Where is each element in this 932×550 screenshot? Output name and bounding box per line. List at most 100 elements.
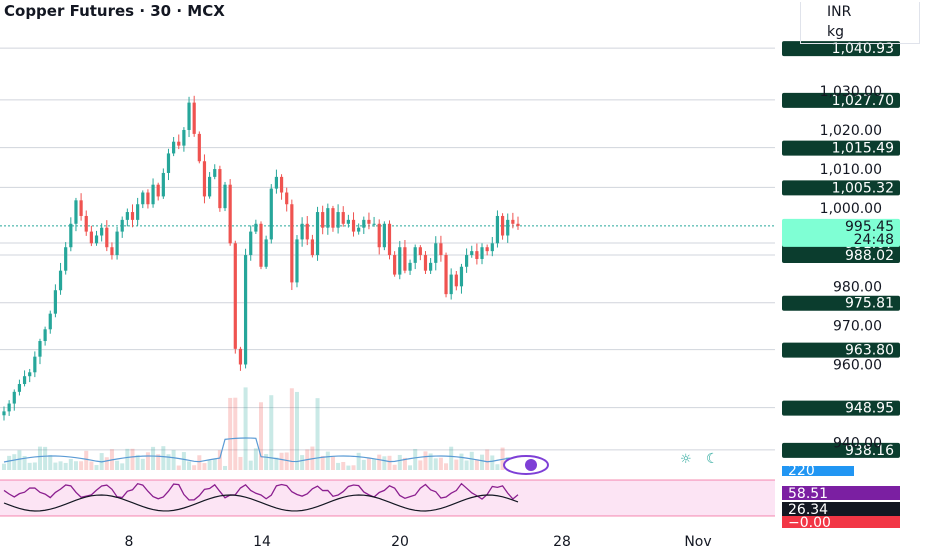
volume-bar [459,453,464,470]
candle-body [274,176,279,189]
price-axis[interactable]: 1,040.931,027.701,015.491,005.32991.0798… [503,41,900,531]
candle-body [130,212,135,220]
volume-bar [43,446,48,470]
candle-body [156,184,160,197]
volume-bar [366,458,371,470]
candle-body [511,219,515,224]
level-tag [782,295,900,311]
level-tag-label: 1,027.70 [832,93,894,109]
volume-bar [2,463,6,470]
candle-body [48,313,52,330]
volume-bar [351,465,356,470]
volume-bar [238,456,243,470]
candle-body [279,176,284,193]
level-tag-label: 938.16 [845,443,894,459]
candle-body [53,290,57,314]
volume-bar [63,462,68,470]
candle-body [454,274,458,287]
volume-bar [181,452,186,470]
volume-bar [382,456,387,470]
candle-body [470,251,474,256]
currency-unit-box[interactable]: INR kg [800,2,920,44]
candle-body [449,274,453,295]
volume-bar [300,455,305,470]
volume-bar [454,459,459,470]
candle-body [125,212,129,220]
volume-bar [320,455,325,470]
volume-bar [418,460,423,470]
moon-icon: ☾ [706,451,719,467]
time-tick-label: 28 [553,534,571,550]
candle-body [249,231,253,256]
candle-body [444,255,448,295]
candle-body [38,341,42,357]
candle-body [243,255,248,365]
volume-bar [73,461,78,470]
candle-body [233,243,237,349]
volume-bar [27,462,32,470]
volume-bar [372,459,377,470]
level-tag [782,342,900,358]
volume-bar [192,465,197,470]
volume-bar [207,460,212,470]
level-tag-label: 963.80 [845,343,894,359]
volume-bar [438,457,443,470]
candle-body [295,239,299,283]
level-tag [782,442,900,458]
volume-bar [336,462,341,470]
time-axis[interactable]: 8 14 20 28 Nov [125,534,712,550]
candle-body [115,231,119,256]
level-tag [782,41,900,57]
volume-bar [197,455,202,470]
volume-bar [269,395,274,470]
candle-body [310,239,314,256]
candle-body [480,247,484,259]
candle-body [177,141,181,146]
level-tag [782,247,900,263]
signal-tag-label: 26.34 [788,502,828,518]
level-tag [782,92,900,108]
level-lines [0,47,775,451]
arrow-icon [525,459,537,471]
volume-bar [79,461,84,470]
scroll-to-realtime-button[interactable] [503,455,549,475]
candle-body [218,169,222,209]
candle-body [64,247,68,271]
candle-body [89,231,93,244]
volume-bar [490,455,495,470]
volume-bar [166,454,171,470]
volume-bar [217,450,222,470]
rsi-line [3,482,519,501]
volume-bar [140,458,145,470]
volume-bar [341,461,346,470]
candle-body [465,255,469,267]
candle-body [43,329,47,342]
candle-body [439,243,443,256]
volume-bar [53,462,58,470]
volume-bar [94,465,99,470]
candle-body [33,356,37,373]
candle-body [58,270,63,291]
candle-body [434,243,438,263]
signal-tag [782,502,900,516]
oscillator-line [3,494,519,512]
volume-bar [161,446,166,470]
volume-bar [469,451,474,470]
candlesticks [2,95,520,421]
volume-bar [233,397,238,470]
volume-bars [2,387,520,470]
volume-tag-label: 220 [788,463,815,479]
volume-bar [433,458,438,470]
candle-body [382,223,386,248]
volume-bar [485,449,490,470]
volume-bar [464,460,469,470]
volume-bar [48,454,53,470]
volume-bar [68,458,73,470]
volume-bar [402,457,407,470]
candle-body [100,227,104,236]
volume-bar [480,454,485,470]
candle-body [172,141,176,154]
candle-body [259,223,263,267]
volume-bar [289,388,294,470]
